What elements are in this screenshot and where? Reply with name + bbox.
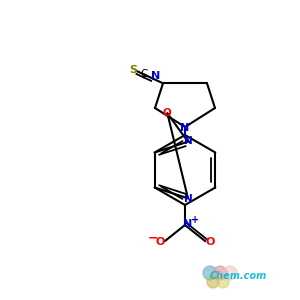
Circle shape — [223, 266, 237, 280]
Text: N: N — [180, 123, 190, 133]
Circle shape — [213, 266, 227, 280]
Text: O: O — [162, 108, 171, 118]
Circle shape — [203, 266, 217, 280]
Text: +: + — [191, 215, 199, 225]
Text: N: N — [184, 136, 192, 146]
Text: S: S — [130, 65, 138, 76]
Text: Chem.com: Chem.com — [209, 271, 267, 281]
Circle shape — [217, 276, 229, 288]
Text: O: O — [155, 237, 165, 247]
Circle shape — [207, 276, 219, 288]
Text: C: C — [140, 69, 147, 79]
Text: N: N — [183, 219, 193, 229]
Text: −: − — [148, 232, 158, 244]
Text: N: N — [184, 194, 192, 204]
Text: N: N — [151, 71, 160, 81]
Text: O: O — [205, 237, 215, 247]
